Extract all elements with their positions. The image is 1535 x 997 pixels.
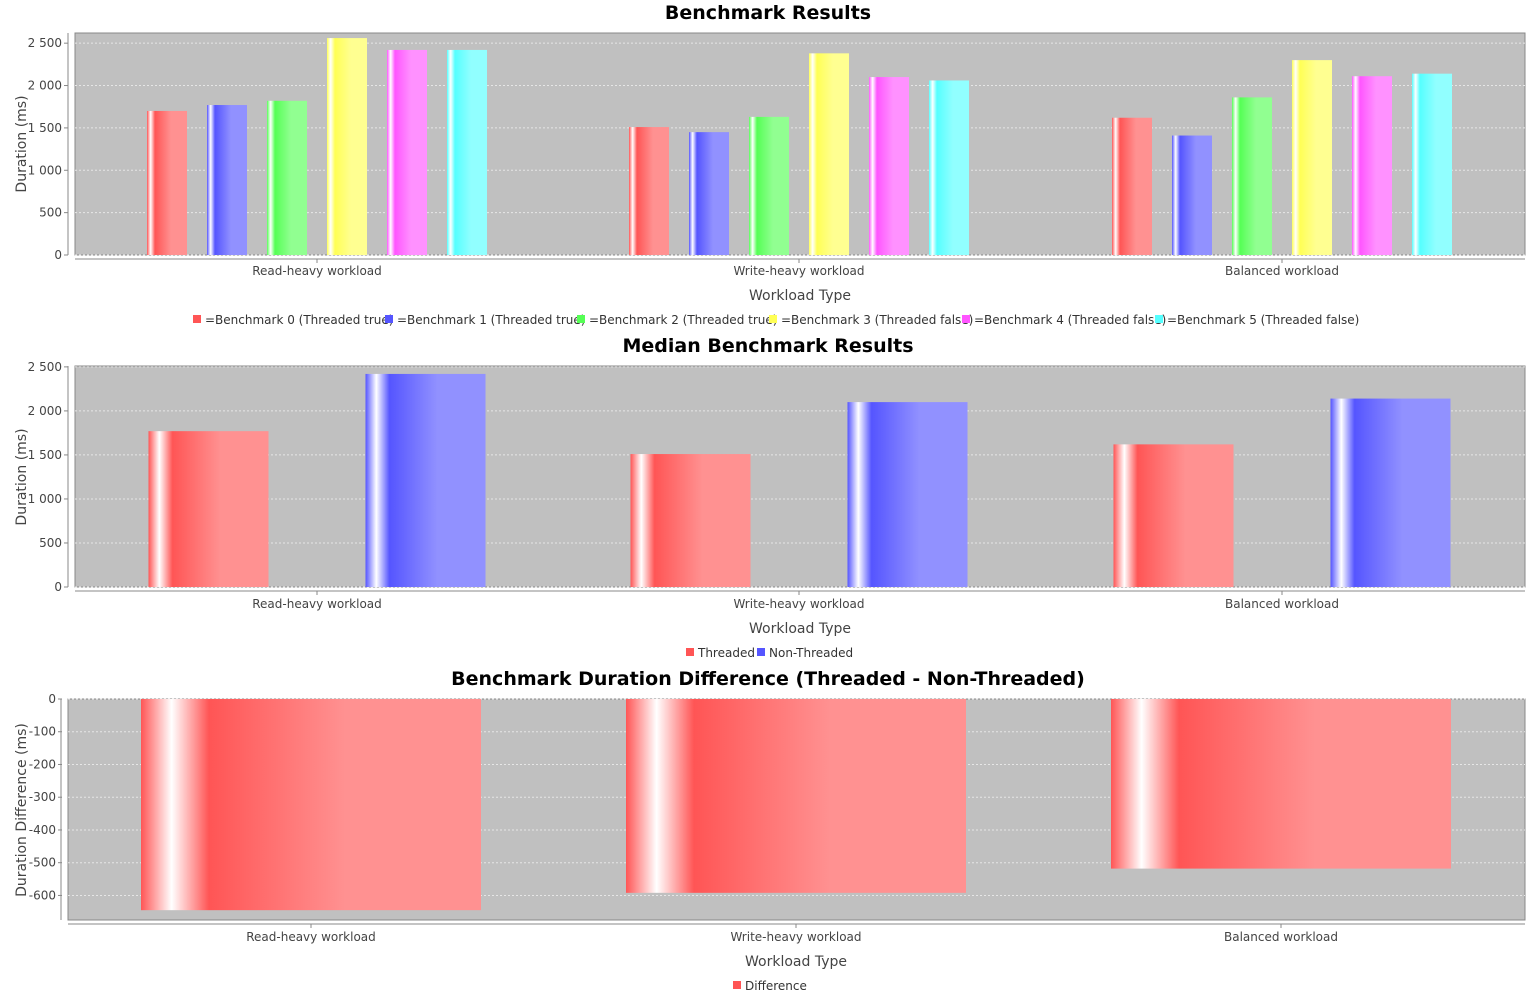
bar <box>929 80 969 255</box>
bar <box>689 132 729 255</box>
legend: Threaded Non-Threaded <box>686 646 853 660</box>
bar <box>387 49 427 255</box>
legend-label: =Benchmark 5 (Threaded false) <box>1167 313 1359 327</box>
legend-swatch <box>686 648 694 656</box>
bar <box>1113 444 1234 587</box>
x-tick-label: Balanced workload <box>1224 930 1338 944</box>
legend-label: =Benchmark 0 (Threaded true) <box>205 313 393 327</box>
bar <box>869 77 909 255</box>
bar <box>1330 398 1451 587</box>
bar <box>630 454 751 587</box>
y-tick-label: 500 <box>39 206 62 220</box>
bar <box>327 38 367 255</box>
bar <box>1412 73 1452 255</box>
bar <box>365 373 486 587</box>
bar <box>809 53 849 255</box>
legend-label: =Benchmark 1 (Threaded true) <box>397 313 585 327</box>
y-tick-label: 0 <box>48 692 56 706</box>
bar <box>1352 76 1392 255</box>
y-tick-label: 2 000 <box>28 404 62 418</box>
legend: =Benchmark 0 (Threaded true) =Benchmark 1… <box>193 313 1359 327</box>
y-tick-label: -100 <box>29 725 56 739</box>
bar <box>1111 699 1451 869</box>
legend-swatch <box>1155 315 1163 323</box>
legend-swatch <box>769 315 777 323</box>
y-tick-label: -400 <box>29 823 56 837</box>
bar <box>847 402 968 587</box>
legend-label: =Benchmark 3 (Threaded false) <box>781 313 973 327</box>
bar <box>141 699 481 911</box>
bar <box>267 100 307 256</box>
bar <box>629 127 669 255</box>
y-tick-label: 0 <box>54 248 62 262</box>
x-axis-label: Workload Type <box>749 621 851 637</box>
legend-label: =Benchmark 2 (Threaded true) <box>589 313 777 327</box>
y-tick-label: 1 500 <box>28 121 62 135</box>
bar <box>207 105 247 255</box>
legend-label: =Benchmark 4 (Threaded false) <box>974 313 1166 327</box>
legend-swatch <box>577 315 585 323</box>
x-tick-label: Read-heavy workload <box>252 264 382 278</box>
y-tick-label: 2 000 <box>28 79 62 93</box>
bar <box>626 699 966 893</box>
y-tick-label: -300 <box>29 790 56 804</box>
legend-swatch <box>757 648 765 656</box>
y-tick-label: 1 000 <box>28 492 62 506</box>
x-tick-label: Balanced workload <box>1225 264 1339 278</box>
y-axis-label: Duration (ms) <box>14 428 30 525</box>
chart-title: Benchmark Results <box>665 2 871 24</box>
x-tick-label: Balanced workload <box>1225 597 1339 611</box>
y-tick-label: 0 <box>54 580 62 594</box>
y-tick-label: -500 <box>29 856 56 870</box>
x-tick-label: Write-heavy workload <box>730 930 861 944</box>
chart-median-benchmark-results: Median Benchmark Results 0 500 1 000 1 500 2… <box>14 335 1526 660</box>
y-axis-label: Duration (ms) <box>14 95 30 192</box>
y-tick-label: -200 <box>29 757 56 771</box>
chart-duration-difference: Benchmark Duration Difference (Threaded … <box>14 668 1526 993</box>
y-axis-label: Duration Difference (ms) <box>14 723 30 897</box>
y-tick-label: 2 500 <box>28 36 62 50</box>
x-axis-label: Workload Type <box>745 954 847 970</box>
chart-title: Benchmark Duration Difference (Threaded … <box>451 668 1085 690</box>
legend-label: Difference <box>745 979 807 993</box>
legend-swatch <box>962 315 970 323</box>
x-tick-label: Read-heavy workload <box>246 930 376 944</box>
plot-area <box>74 365 1526 588</box>
legend-swatch <box>733 981 741 989</box>
bar <box>148 431 269 587</box>
x-tick-label: Write-heavy workload <box>733 264 864 278</box>
y-tick-label: -600 <box>29 888 56 902</box>
y-tick-label: 1 500 <box>28 448 62 462</box>
legend-label: Threaded <box>697 646 755 660</box>
legend-swatch <box>193 315 201 323</box>
bar <box>1292 60 1332 255</box>
plot-area <box>74 32 1526 256</box>
legend-swatch <box>385 315 393 323</box>
bar <box>1112 117 1152 256</box>
x-tick-label: Write-heavy workload <box>733 597 864 611</box>
bar <box>447 49 487 255</box>
bar <box>749 116 789 255</box>
legend-label: Non-Threaded <box>769 646 853 660</box>
bar <box>1172 135 1212 255</box>
y-tick-label: 500 <box>39 536 62 550</box>
chart-benchmark-results: Benchmark Results 0 500 1 000 1 500 2 000 2 5… <box>14 2 1526 327</box>
y-tick-label: 1 000 <box>28 163 62 177</box>
legend: Difference <box>733 979 807 993</box>
x-axis-label: Workload Type <box>749 288 851 304</box>
chart-title: Median Benchmark Results <box>622 335 913 357</box>
x-tick-label: Read-heavy workload <box>252 597 382 611</box>
bar <box>1232 97 1272 256</box>
y-tick-label: 2 500 <box>28 360 62 374</box>
bar <box>147 110 187 256</box>
